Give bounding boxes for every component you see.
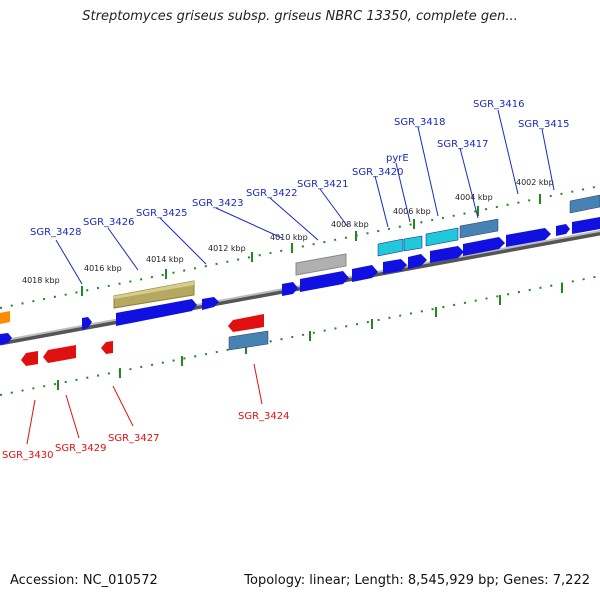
gene-label[interactable]: SGR_3417: [437, 139, 489, 150]
gene-forward[interactable]: [282, 282, 298, 296]
gene-label[interactable]: SGR_3430: [2, 450, 54, 461]
gene-forward[interactable]: [572, 217, 600, 234]
gene-label[interactable]: pyrE: [386, 153, 409, 164]
ruler-label: 4012 kbp: [208, 244, 246, 253]
orange-feature[interactable]: [0, 311, 10, 324]
gene-forward[interactable]: [202, 297, 219, 310]
gene-label[interactable]: SGR_3428: [30, 227, 82, 238]
accession-text: Accession: NC_010572: [10, 573, 158, 588]
gene-forward[interactable]: [430, 246, 464, 263]
olive-feature-top: [114, 281, 194, 299]
cyan-feature[interactable]: [403, 235, 423, 252]
forward-strand: [0, 194, 600, 345]
gene-reverse[interactable]: [101, 341, 113, 354]
genome-title: Streptomyces griseus subsp. griseus NBRC…: [82, 9, 518, 24]
gene-label[interactable]: SGR_3426: [83, 217, 135, 228]
gene-label[interactable]: SGR_3421: [297, 179, 349, 190]
steel-feature[interactable]: [569, 194, 600, 214]
ruler-label: 4006 kbp: [393, 207, 431, 216]
gene-label[interactable]: SGR_3420: [352, 167, 404, 178]
gene-label[interactable]: SGR_3418: [394, 117, 446, 128]
gene-forward[interactable]: [556, 224, 570, 236]
gene-label[interactable]: SGR_3416: [473, 99, 525, 110]
gene-reverse[interactable]: [21, 351, 38, 366]
gene-forward[interactable]: [383, 259, 407, 274]
gene-forward[interactable]: [463, 237, 505, 256]
ruler-label: 4016 kbp: [84, 264, 122, 273]
leader-lines-forward: [55, 109, 555, 285]
gene-label[interactable]: SGR_3427: [108, 433, 160, 444]
gene-forward[interactable]: [0, 333, 12, 345]
topology-text: Topology: linear; Length: 8,545,929 bp; …: [244, 573, 590, 588]
gene-label[interactable]: SGR_3425: [136, 208, 188, 219]
cyan-feature[interactable]: [425, 227, 459, 247]
gene-forward[interactable]: [506, 228, 551, 247]
gene-label[interactable]: SGR_3422: [246, 188, 298, 199]
gene-reverse[interactable]: [43, 345, 76, 363]
gene-forward[interactable]: [300, 271, 349, 292]
ruler-label: 4008 kbp: [331, 220, 369, 229]
ruler-label: 4014 kbp: [146, 255, 184, 264]
ruler-label: 4002 kbp: [516, 178, 554, 187]
gray-feature[interactable]: [295, 253, 347, 276]
reverse-strand: [21, 314, 269, 366]
gene-forward[interactable]: [352, 265, 378, 282]
ruler-label: 4018 kbp: [22, 276, 60, 285]
gene-forward[interactable]: [116, 299, 197, 326]
steel-feature[interactable]: [459, 218, 499, 239]
cyan-feature[interactable]: [377, 238, 404, 257]
gene-forward[interactable]: [408, 254, 427, 269]
gene-forward[interactable]: [82, 317, 92, 330]
ruler-label: 4004 kbp: [455, 193, 493, 202]
lower-ruler: [0, 275, 600, 396]
upper-major-ticks: [81, 194, 541, 296]
steel-feature[interactable]: [228, 330, 269, 351]
gene-reverse[interactable]: [228, 314, 264, 332]
gene-label[interactable]: SGR_3423: [192, 198, 244, 209]
gene-label[interactable]: SGR_3429: [55, 443, 107, 454]
leader-lines-reverse: [26, 363, 263, 445]
gene-label[interactable]: SGR_3415: [518, 119, 570, 130]
gene-label[interactable]: SGR_3424: [238, 411, 290, 422]
lower-major-ticks: [57, 283, 563, 390]
ruler-label: 4010 kbp: [270, 233, 308, 242]
